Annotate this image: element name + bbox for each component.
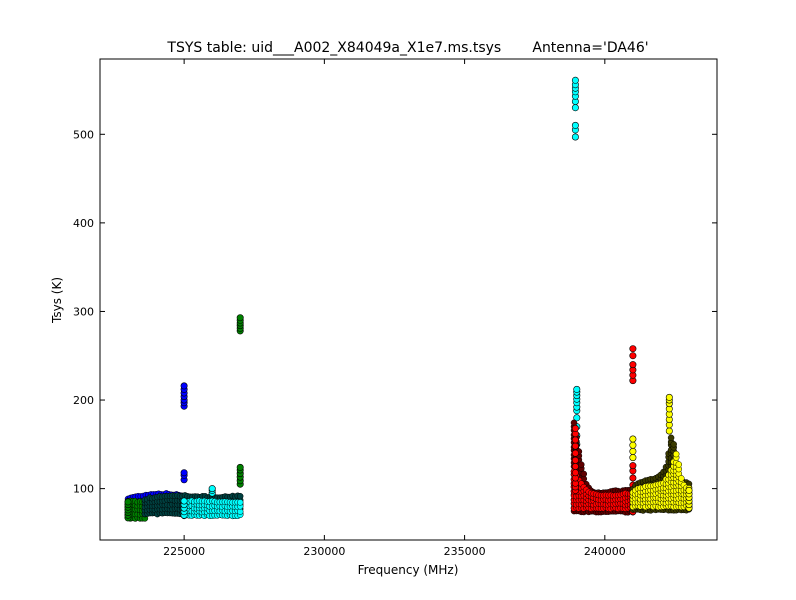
data-point bbox=[629, 435, 637, 443]
data-point bbox=[571, 76, 579, 84]
data-point bbox=[672, 450, 680, 458]
series-0 bbox=[124, 382, 188, 512]
data-point bbox=[236, 463, 244, 471]
y-tick-label: 400 bbox=[73, 217, 94, 230]
y-tick-label: 100 bbox=[73, 483, 94, 496]
data-point bbox=[236, 499, 244, 506]
y-axis-label: Tsys (K) bbox=[50, 277, 64, 324]
data-point bbox=[573, 414, 581, 422]
data-point bbox=[629, 361, 637, 369]
data-point bbox=[124, 498, 132, 506]
y-tick-label: 200 bbox=[73, 394, 94, 407]
plot-frame bbox=[99, 58, 718, 541]
data-point bbox=[180, 382, 188, 390]
data-point bbox=[571, 442, 579, 450]
data-point bbox=[570, 419, 578, 427]
data-point bbox=[580, 470, 588, 478]
x-tick-label: 230000 bbox=[303, 545, 345, 558]
data-point bbox=[571, 469, 579, 477]
data-point bbox=[180, 497, 188, 505]
y-tick-label: 500 bbox=[73, 128, 94, 141]
data-point bbox=[573, 385, 581, 393]
data-point bbox=[665, 427, 673, 435]
data-point bbox=[629, 441, 637, 449]
data-point bbox=[236, 314, 244, 322]
axis-ticks: 225000 230000 235000 240000 100 200 300 400 500 bbox=[73, 59, 717, 558]
data-point bbox=[571, 449, 579, 457]
data-point bbox=[571, 462, 579, 470]
data-point bbox=[571, 121, 579, 129]
data-point bbox=[675, 461, 683, 468]
data-point bbox=[665, 393, 673, 401]
data-point bbox=[571, 424, 579, 432]
data-point bbox=[571, 456, 579, 464]
data-point bbox=[571, 133, 579, 141]
data-point bbox=[670, 441, 677, 448]
series-1 bbox=[124, 314, 244, 522]
data-point bbox=[678, 475, 685, 482]
chart-title: TSYS table: uid___A002_X84049a_X1e7.ms.t… bbox=[166, 40, 648, 56]
data-point bbox=[629, 352, 637, 360]
data-marks bbox=[124, 76, 693, 522]
series-5 bbox=[570, 345, 637, 516]
data-point bbox=[629, 462, 637, 470]
data-point bbox=[667, 434, 675, 442]
x-tick-label: 235000 bbox=[444, 545, 486, 558]
data-point bbox=[629, 447, 637, 455]
data-point bbox=[629, 454, 637, 462]
x-tick-label: 225000 bbox=[163, 545, 205, 558]
data-point bbox=[180, 469, 188, 477]
x-tick-label: 240000 bbox=[584, 545, 626, 558]
x-axis-label: Frequency (MHz) bbox=[358, 563, 459, 577]
series-3 bbox=[180, 76, 581, 520]
data-point bbox=[236, 492, 244, 500]
data-point bbox=[629, 474, 637, 482]
data-point bbox=[571, 104, 579, 112]
data-point bbox=[685, 486, 693, 494]
data-point bbox=[208, 485, 216, 493]
series-7 bbox=[629, 393, 693, 512]
y-tick-label: 300 bbox=[73, 305, 94, 318]
data-point bbox=[629, 345, 637, 353]
data-point bbox=[578, 461, 585, 468]
data-point bbox=[571, 436, 579, 444]
